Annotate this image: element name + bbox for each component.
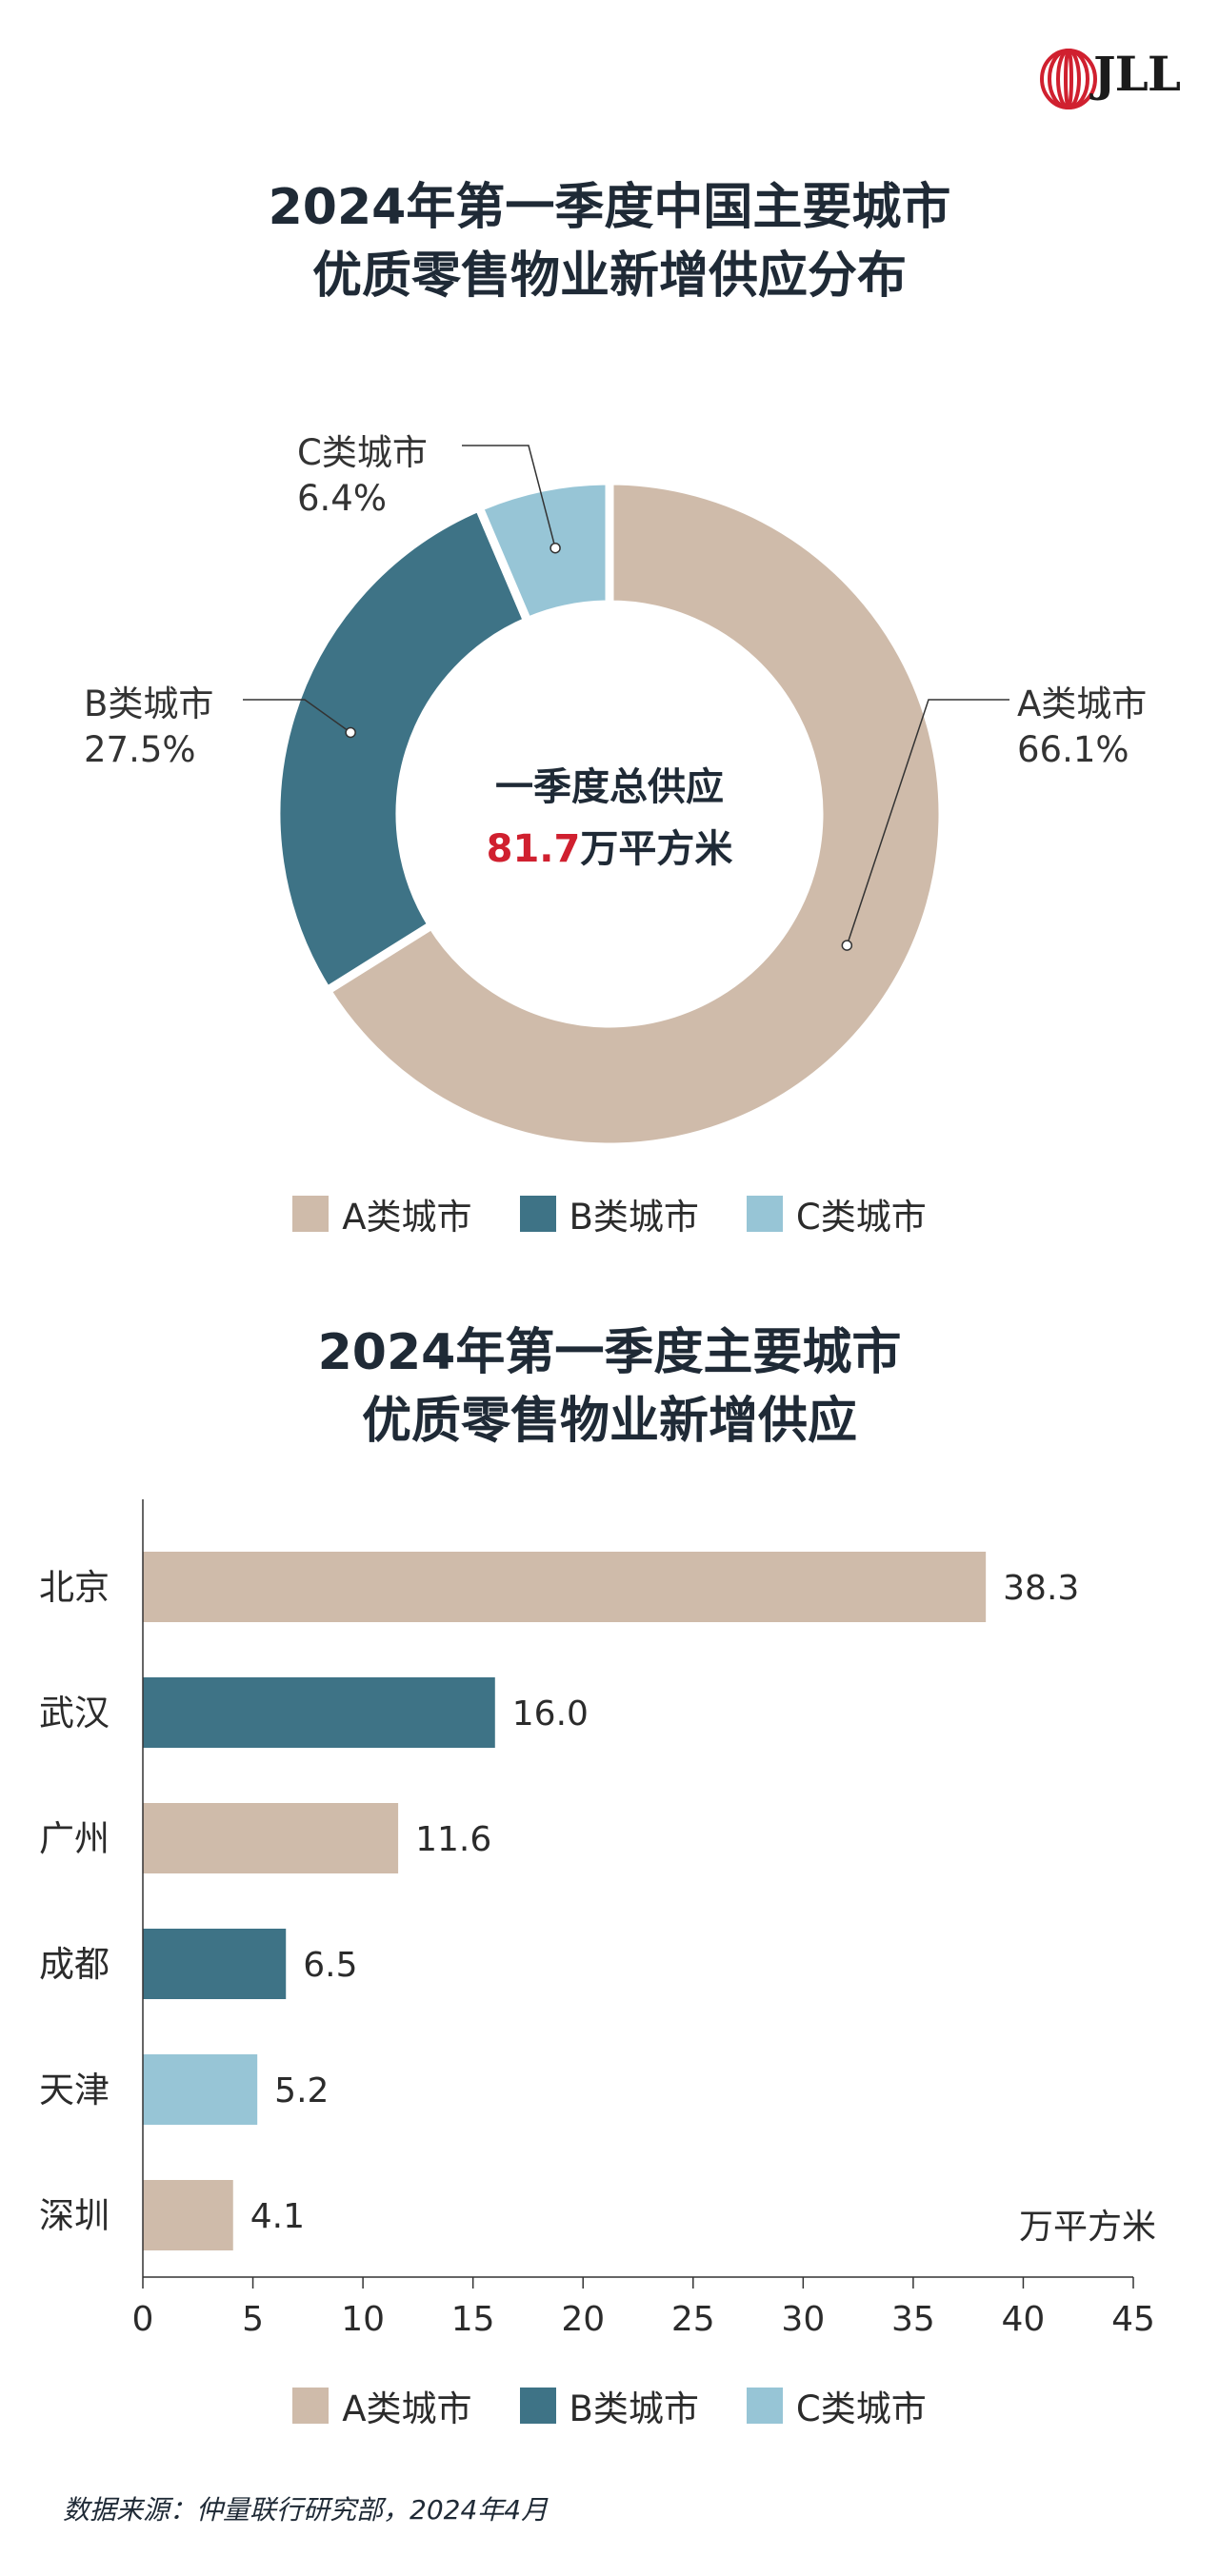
bar-legend: A类城市 B类城市 C类城市 — [0, 2380, 1219, 2431]
legend-label-c: C类城市 — [795, 1197, 927, 1238]
bar-value-label-5: 4.1 — [250, 2197, 305, 2236]
x-tick-label-0: 0 — [132, 2300, 154, 2339]
donut-slice-c — [473, 476, 614, 627]
bar-value-label-3: 6.5 — [303, 1946, 357, 1985]
legend-item-b: B类城市 — [519, 1188, 699, 1239]
bar-value-label-0: 38.3 — [1003, 1569, 1079, 1608]
leader-dot-a — [841, 940, 853, 951]
bar-legend-label-b: B类城市 — [569, 2388, 699, 2429]
slice-label-b: B类城市 — [84, 684, 213, 724]
legend-item-a: A类城市 — [292, 1188, 472, 1239]
bar-value-label-1: 16.0 — [512, 1694, 589, 1734]
donut-slice-b — [271, 502, 533, 997]
legend-item-c: C类城市 — [746, 1188, 927, 1239]
data-source-note: 数据来源：仲量联行研究部，2024年4月 — [63, 2494, 549, 2526]
bar-title-line-1: 2024年第一季度主要城市 — [317, 1324, 902, 1381]
legend-swatch-c — [746, 1196, 783, 1232]
x-tick-label-6: 30 — [781, 2300, 825, 2339]
bar-legend-item-a: A类城市 — [292, 2380, 472, 2431]
donut-legend: A类城市 B类城市 C类城市 — [0, 1188, 1219, 1239]
slice-label-c: C类城市 — [297, 432, 428, 473]
donut-title-line-2: 优质零售物业新增供应分布 — [311, 248, 907, 305]
category-label-4: 天津 — [39, 2070, 110, 2110]
leader-line-a — [846, 699, 1009, 946]
bar-1 — [143, 1677, 495, 1748]
x-tick-label-1: 5 — [242, 2300, 264, 2339]
donut-slice-a — [321, 476, 948, 1152]
donut-chart-title: 2024年第一季度中国主要城市 优质零售物业新增供应分布 — [0, 173, 1219, 310]
leader-dot-c — [550, 542, 561, 554]
category-label-0: 北京 — [39, 1567, 110, 1608]
x-tick-label-2: 10 — [341, 2300, 385, 2339]
slice-label-a: A类城市 — [1017, 684, 1147, 724]
donut-title-line-1: 2024年第一季度中国主要城市 — [268, 179, 951, 236]
bar-3 — [143, 1929, 287, 1999]
bar-legend-swatch-a — [292, 2388, 330, 2424]
category-label-2: 广州 — [39, 1818, 110, 1859]
legend-swatch-b — [519, 1196, 556, 1232]
bar-0 — [143, 1552, 987, 1622]
leader-line-b — [243, 699, 351, 734]
x-tick-label-9: 45 — [1111, 2300, 1155, 2339]
slice-value-b: 27.5% — [84, 729, 196, 770]
bar-legend-swatch-b — [519, 2388, 556, 2424]
bar-legend-label-a: A类城市 — [342, 2388, 472, 2429]
leader-dot-b — [345, 726, 356, 739]
donut-center-total: 81.7万平方米 — [487, 827, 733, 871]
jll-logo — [1040, 49, 1097, 109]
slice-value-a: 66.1% — [1017, 729, 1129, 770]
leader-line-c — [462, 445, 556, 548]
x-tick-label-3: 15 — [451, 2300, 495, 2339]
bar-value-label-4: 5.2 — [274, 2071, 329, 2110]
x-tick-label-5: 25 — [671, 2300, 715, 2339]
bar-legend-item-c: C类城市 — [746, 2380, 927, 2431]
bar-5 — [143, 2180, 233, 2250]
category-label-1: 武汉 — [39, 1693, 110, 1734]
donut-chart: A类城市 66.1% B类城市 27.5% C类城市 6.4% 一季度总供应 81.7万平方米 — [84, 432, 1147, 1152]
category-label-5: 深圳 — [39, 2195, 110, 2236]
bar-title-line-2: 优质零售物业新增供应 — [361, 1393, 857, 1450]
category-label-3: 成都 — [39, 1944, 110, 1985]
bar-legend-label-c: C类城市 — [795, 2388, 927, 2429]
bar-2 — [143, 1803, 399, 1873]
legend-swatch-a — [292, 1196, 330, 1232]
bar-legend-item-b: B类城市 — [519, 2380, 699, 2431]
slice-value-c: 6.4% — [297, 478, 387, 519]
donut-center-unit: 万平方米 — [580, 827, 732, 871]
bar-chart-title: 2024年第一季度主要城市 优质零售物业新增供应 — [0, 1318, 1219, 1456]
bar-4 — [143, 2054, 258, 2125]
bar-value-label-2: 11.6 — [415, 1820, 491, 1859]
bar-legend-swatch-c — [746, 2388, 783, 2424]
legend-label-b: B类城市 — [569, 1197, 699, 1238]
x-tick-label-4: 20 — [561, 2300, 605, 2339]
x-tick-label-8: 40 — [1002, 2300, 1046, 2339]
bar-chart: 北京 38.3 武汉 16.0 广州 11.6 成都 6.5 天津 5.2 深圳 4.1 0 5 10 15 2… — [39, 1499, 1155, 2339]
legend-label-a: A类城市 — [342, 1197, 472, 1238]
donut-center-label: 一季度总供应 — [495, 765, 724, 809]
bar-unit-label: 万平方米 — [1019, 2208, 1157, 2247]
jll-logo-text: JLL — [1093, 46, 1181, 102]
donut-center-value: 81.7 — [487, 827, 581, 871]
x-tick-label-7: 35 — [891, 2300, 935, 2339]
